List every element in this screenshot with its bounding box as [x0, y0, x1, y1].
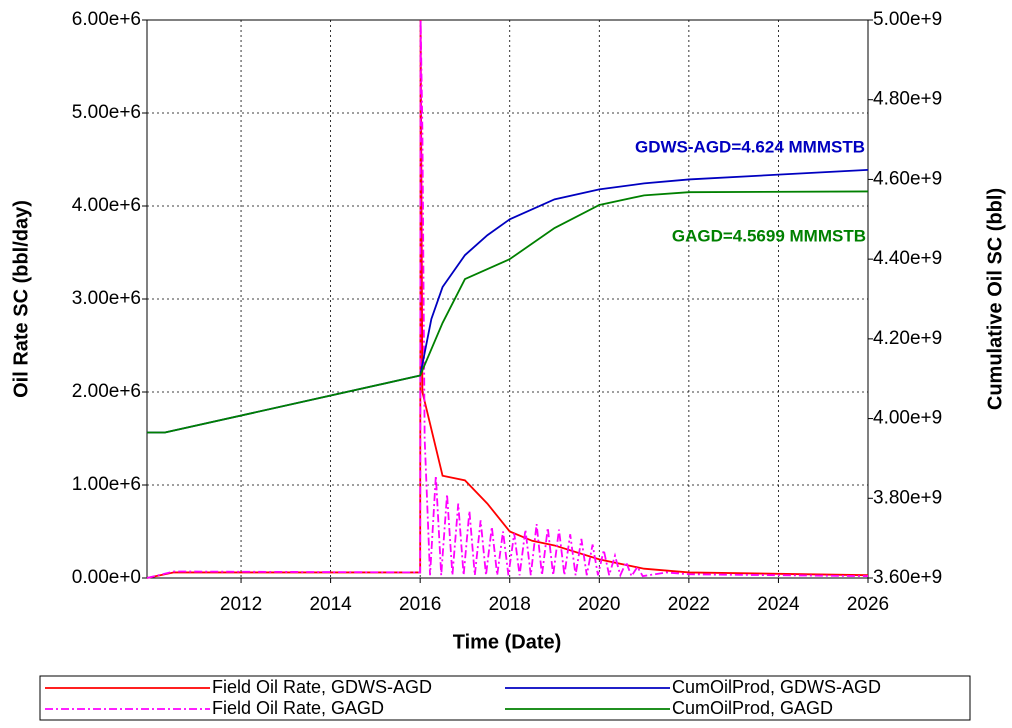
x-tick-label: 2022: [668, 594, 710, 615]
y-tick-label: 6.00e+6: [72, 9, 141, 30]
y2-tick-label: 4.60e+9: [873, 168, 942, 189]
x-tick-label: 2018: [489, 594, 531, 615]
y-axis-label: Oil Rate SC (bbl/day): [10, 200, 32, 398]
plot-frame: [146, 19, 869, 579]
y2-tick-label: 5.00e+9: [873, 9, 942, 30]
y-tick-label: 2.00e+6: [72, 381, 141, 402]
legend-label: CumOilProd, GAGD: [672, 698, 833, 718]
x-tick-label: 2026: [847, 594, 889, 615]
y-tick-label: 3.00e+6: [72, 288, 141, 309]
y2-tick-label: 3.60e+9: [873, 567, 942, 588]
y2-tick-label: 4.40e+9: [873, 248, 942, 269]
y2-axis-label: Cumulative Oil SC (bbl): [984, 188, 1006, 410]
y-tick-label: 1.00e+6: [72, 474, 141, 495]
x-tick-label: 2024: [757, 594, 800, 615]
series-line: [146, 19, 869, 579]
x-tick-label: 2014: [309, 594, 352, 615]
y-tick-label: 4.00e+6: [72, 195, 141, 216]
series-line: [147, 190, 869, 434]
series-line: [147, 168, 869, 434]
legend-label: Field Oil Rate, GAGD: [212, 698, 384, 718]
y2-tick-label: 4.00e+9: [873, 408, 942, 429]
legend-label: Field Oil Rate, GDWS-AGD: [212, 677, 432, 697]
y2-tick-label: 4.20e+9: [873, 328, 942, 349]
y2-tick-label: 4.80e+9: [873, 89, 942, 110]
y2-tick-label: 3.80e+9: [873, 487, 942, 508]
y-tick-label: 0.00e+0: [72, 567, 141, 588]
x-axis-label: Time (Date): [453, 631, 562, 653]
x-tick-label: 2012: [220, 594, 262, 615]
annotation: GAGD=4.5699 MMMSTB: [672, 226, 866, 245]
legend-box: [39, 675, 971, 721]
annotation: GDWS-AGD=4.624 MMMSTB: [635, 137, 865, 156]
x-tick-label: 2016: [399, 594, 441, 615]
x-tick-label: 2020: [578, 594, 620, 615]
y-tick-label: 5.00e+6: [72, 102, 141, 123]
legend-label: CumOilProd, GDWS-AGD: [672, 677, 881, 697]
